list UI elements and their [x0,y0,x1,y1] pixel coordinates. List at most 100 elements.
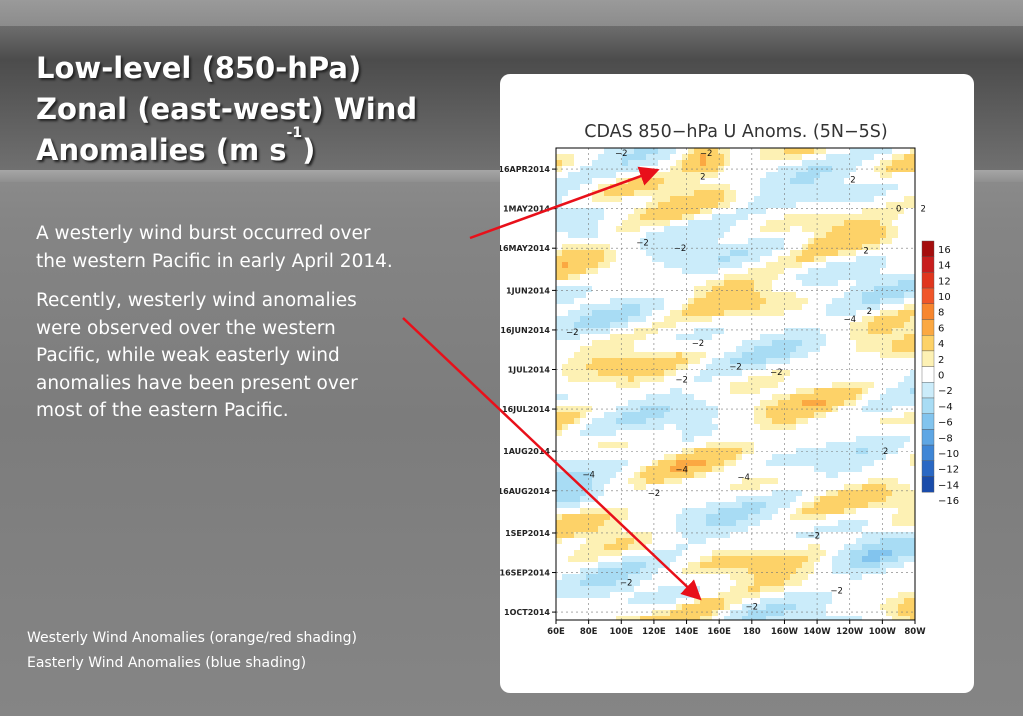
anomaly-cell [598,238,605,245]
anomaly-cell [556,586,563,593]
anomaly-cell [886,244,893,251]
anomaly-cell [742,586,749,593]
anomaly-cell [712,538,719,545]
anomaly-cell [574,184,581,191]
anomaly-cell [658,568,665,575]
anomaly-cell [712,154,719,161]
anomaly-cell [826,202,833,209]
anomaly-cell [868,382,875,389]
anomaly-cell [880,406,887,413]
anomaly-cell [628,274,635,281]
anomaly-cell [856,148,863,155]
anomaly-cell [580,508,587,515]
anomaly-cell [790,286,797,293]
anomaly-cell [640,310,647,317]
anomaly-cell [592,430,599,437]
anomaly-cell [910,250,915,257]
anomaly-cell [868,322,875,329]
anomaly-cell [694,286,701,293]
anomaly-cell [634,304,641,311]
anomaly-cell [838,388,845,395]
anomaly-cell [724,610,731,617]
anomaly-cell [820,604,827,611]
anomaly-cell [688,430,695,437]
anomaly-cell [778,484,785,491]
paragraph2-line: Pacific, while weak easterly wind [36,345,340,366]
anomaly-cell [910,394,915,401]
anomaly-cell [634,316,641,323]
anomaly-cell [730,394,737,401]
anomaly-cell [760,256,767,263]
anomaly-cell [724,292,731,299]
anomaly-cell [838,274,845,281]
anomaly-cell [586,586,593,593]
anomaly-cell [616,208,623,215]
anomaly-cell [652,322,659,329]
anomaly-cell [730,532,737,539]
anomaly-cell [622,214,629,221]
anomaly-cell [658,472,665,479]
anomaly-cell [772,358,779,365]
anomaly-cell [808,304,815,311]
anomaly-cell [568,208,575,215]
anomaly-cell [886,406,893,413]
anomaly-cell [898,184,905,191]
anomaly-cell [658,412,665,419]
anomaly-cell [898,412,905,419]
anomaly-cell [592,208,599,215]
anomaly-cell [730,586,737,593]
anomaly-cell [574,586,581,593]
anomaly-cell [706,244,713,251]
anomaly-cell [724,460,731,467]
anomaly-cell [574,196,581,203]
anomaly-cell [688,244,695,251]
anomaly-cell [868,418,875,425]
anomaly-cell [730,520,737,527]
anomaly-cell [592,370,599,377]
anomaly-cell [700,604,707,611]
anomaly-cell [892,178,899,185]
anomaly-cell [712,400,719,407]
anomaly-cell [850,562,857,569]
anomaly-cell [826,610,833,617]
anomaly-cell [844,358,851,365]
anomaly-cell [880,424,887,431]
anomaly-cell [772,598,779,605]
anomaly-cell [574,544,581,551]
anomaly-cell [886,250,893,257]
anomaly-cell [616,232,623,239]
anomaly-cell [904,502,911,509]
anomaly-cell [838,598,845,605]
anomaly-cell [724,316,731,323]
anomaly-cell [706,424,713,431]
anomaly-cell [592,592,599,599]
anomaly-cell [700,310,707,317]
anomaly-cell [886,340,893,347]
anomaly-cell [820,478,827,485]
anomaly-cell [862,220,869,227]
anomaly-cell [784,280,791,287]
anomaly-cell [652,280,659,287]
anomaly-cell [910,562,915,569]
anomaly-cell [832,364,839,371]
anomaly-cell [772,370,779,377]
anomaly-cell [850,358,857,365]
anomaly-cell [886,160,893,167]
anomaly-cell [862,154,869,161]
anomaly-cell [706,178,713,185]
anomaly-cell [628,148,635,155]
anomaly-cell [802,586,809,593]
anomaly-cell [676,328,683,335]
anomaly-cell [892,316,899,323]
anomaly-cell [760,232,767,239]
anomaly-cell [826,466,833,473]
anomaly-cell [766,532,773,539]
anomaly-cell [640,286,647,293]
anomaly-cell [730,484,737,491]
anomaly-cell [742,172,749,179]
anomaly-cell [610,562,617,569]
anomaly-cell [796,274,803,281]
anomaly-cell [862,310,869,317]
anomaly-cell [682,550,689,557]
anomaly-cell [634,424,641,431]
